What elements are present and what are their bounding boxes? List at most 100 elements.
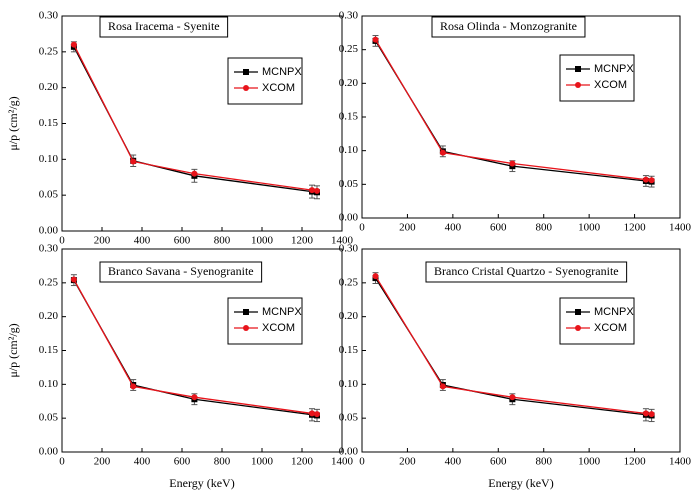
y-axis-label: μ/p (cm²/g): [6, 323, 20, 377]
x-tick-label: 400: [445, 456, 462, 468]
y-tick-label: 0.20: [39, 81, 59, 93]
y-tick-label: 0.05: [39, 189, 59, 201]
title-box: [99, 16, 229, 38]
y-tick-label: 0.20: [339, 310, 359, 322]
x-tick-label: 1000: [578, 456, 601, 468]
legend-marker: [243, 325, 249, 331]
marker: [642, 176, 649, 183]
y-tick-label: 0.20: [39, 310, 59, 322]
x-tick-label: 800: [535, 222, 552, 234]
legend-box: [227, 297, 303, 345]
y-tick-label: 0.05: [339, 178, 359, 190]
x-tick-label: 1400: [331, 456, 354, 468]
x-tick-label: 1200: [624, 222, 647, 234]
y-tick-label: 0.10: [39, 153, 59, 165]
legend-label: MCNPX: [594, 63, 634, 75]
title-box: [425, 261, 628, 283]
x-tick-label: 0: [359, 456, 365, 468]
marker: [648, 177, 655, 184]
panel: 0 200 400 600 800 1000 1200 1400 0.00 0.05 0.10 0.1…: [6, 10, 354, 247]
y-tick-label: 0.00: [339, 212, 359, 224]
x-tick-label: 800: [535, 456, 552, 468]
y-tick-label: 0.30: [39, 243, 59, 255]
y-tick-label: 0.15: [339, 344, 359, 356]
plot-frame: [61, 248, 343, 453]
title-box: [99, 261, 263, 283]
plot-frame: [61, 15, 343, 232]
x-tick-label: 800: [214, 456, 231, 468]
y-tick-label: 0.20: [339, 77, 359, 89]
legend-marker: [575, 66, 581, 72]
legend-label: XCOM: [594, 79, 627, 91]
x-tick-label: 0: [59, 456, 65, 468]
chart-title: Rosa Iracema - Syenite: [108, 19, 220, 33]
y-tick-label: 0.30: [339, 10, 359, 22]
marker: [509, 160, 516, 167]
x-tick-label: 0: [59, 235, 65, 247]
x-tick-label: 0: [359, 222, 365, 234]
legend-label: XCOM: [594, 322, 627, 334]
marker: [309, 410, 315, 417]
marker: [309, 187, 315, 194]
legend-box: [559, 54, 635, 102]
y-tick-label: 0.25: [39, 45, 59, 57]
x-tick-label: 1400: [669, 222, 692, 234]
x-tick-label: 1400: [669, 456, 692, 468]
panel: 0 200 400 600 800 1000 1200 1400 0.00 0.05 0.10 0.1…: [339, 10, 692, 234]
marker: [191, 394, 198, 401]
y-tick-label: 0.00: [339, 446, 359, 458]
legend-marker: [243, 309, 249, 315]
x-axis-label: Energy (keV): [488, 476, 553, 490]
x-tick-label: 1000: [578, 222, 601, 234]
x-tick-label: 200: [399, 222, 416, 234]
legend-label: MCNPX: [594, 306, 634, 318]
y-tick-label: 0.00: [39, 446, 59, 458]
x-tick-label: 200: [399, 456, 416, 468]
chart-title: Rosa Olinda - Monzogranite: [440, 19, 577, 33]
x-tick-label: 400: [445, 222, 462, 234]
legend-label: XCOM: [262, 322, 295, 334]
marker: [314, 187, 320, 194]
y-tick-label: 0.15: [39, 344, 59, 356]
marker: [648, 411, 655, 418]
panel: 0 200 400 600 800 1000 1200 1400 0.00 0.05 0.10 0.1…: [6, 243, 354, 490]
plot-frame: [361, 248, 681, 453]
chart-title: Branco Savana - Syenogranite: [108, 264, 254, 278]
legend-box: [227, 57, 303, 105]
y-tick-label: 0.25: [339, 43, 359, 55]
x-tick-label: 400: [134, 456, 151, 468]
y-tick-label: 0.00: [39, 225, 59, 237]
marker: [372, 36, 379, 43]
y-tick-label: 0.25: [339, 276, 359, 288]
marker: [509, 394, 516, 401]
y-tick-label: 0.10: [39, 378, 59, 390]
x-tick-label: 1400: [331, 235, 354, 247]
legend-marker: [575, 309, 581, 315]
panel: 0 200 400 600 800 1000 1200 1400 0.00 0.05 0.10 0.1…: [339, 243, 692, 490]
x-tick-label: 1000: [251, 456, 274, 468]
y-tick-label: 0.25: [39, 276, 59, 288]
y-tick-label: 0.10: [339, 378, 359, 390]
x-tick-label: 1200: [624, 456, 647, 468]
x-tick-label: 200: [94, 235, 111, 247]
x-tick-label: 600: [174, 235, 191, 247]
legend-label: MCNPX: [262, 306, 302, 318]
y-tick-label: 0.15: [339, 111, 359, 123]
x-tick-label: 600: [174, 456, 191, 468]
marker: [314, 411, 320, 418]
x-axis-label: Energy (keV): [169, 476, 234, 490]
y-tick-label: 0.30: [39, 10, 59, 22]
legend-marker: [243, 69, 249, 75]
legend-box: [559, 297, 635, 345]
marker: [439, 149, 446, 156]
legend-label: XCOM: [262, 82, 295, 94]
legend-marker: [575, 325, 581, 331]
title-box: [431, 16, 586, 38]
x-tick-label: 600: [490, 222, 507, 234]
y-tick-label: 0.05: [339, 412, 359, 424]
marker: [372, 273, 379, 280]
marker: [642, 410, 649, 417]
x-tick-label: 1200: [291, 235, 314, 247]
x-tick-label: 400: [134, 235, 151, 247]
